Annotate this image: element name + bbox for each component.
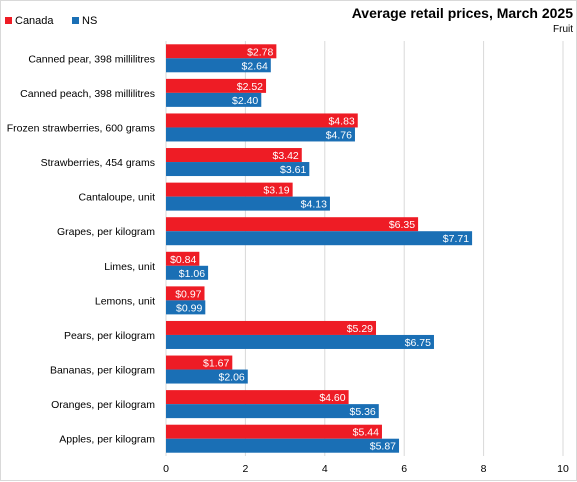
bar-canada — [166, 251, 200, 266]
bar-canada — [166, 424, 382, 439]
category-label: Limes, unit — [104, 261, 155, 273]
bar-ns — [166, 196, 330, 211]
category-label: Grapes, per kilogram — [57, 226, 155, 238]
data-label-canada: $4.60 — [319, 392, 345, 404]
bar-ns — [166, 265, 209, 280]
bar-canada — [166, 78, 267, 93]
bar-canada — [166, 390, 349, 405]
bar-canada — [166, 217, 419, 232]
category-label: Canned peach, 398 millilitres — [20, 88, 155, 100]
data-label-canada: $3.42 — [272, 150, 298, 162]
bar-ns — [166, 404, 379, 419]
bar-ns — [166, 162, 310, 177]
data-label-canada: $3.19 — [263, 185, 289, 197]
data-label-ns: $0.99 — [176, 302, 202, 314]
bar-canada — [166, 286, 205, 301]
legend-swatch-canada — [5, 17, 12, 24]
x-axis-ticks: 0 2 4 6 8 10 — [163, 463, 569, 475]
data-label-canada: $2.78 — [247, 46, 273, 58]
data-label-canada: $2.52 — [237, 81, 263, 93]
data-label-ns: $2.40 — [232, 95, 258, 107]
data-label-canada: $1.67 — [203, 358, 229, 370]
x-tick-label: 10 — [557, 463, 569, 475]
legend-label-canada: Canada — [15, 15, 54, 27]
bar-ns — [166, 127, 355, 142]
category-label: Cantaloupe, unit — [79, 192, 156, 204]
data-label-canada: $4.83 — [328, 115, 354, 127]
bar-canada — [166, 148, 302, 163]
data-label-ns: $4.13 — [301, 199, 327, 211]
bar-ns — [166, 58, 271, 73]
data-label-canada: $6.35 — [389, 219, 415, 231]
bar-canada — [166, 44, 277, 59]
category-labels: Canned pear, 398 millilitres Canned peach… — [7, 53, 155, 445]
bar-ns — [166, 369, 248, 384]
bar-canada — [166, 355, 233, 370]
bars: $2.78 $2.64 $2.52 $2.40 $4.83 $4.76 $3.42 $3.61… — [166, 44, 473, 453]
chart-title: Average retail prices, March 2025 — [352, 5, 573, 21]
bar-ns — [166, 231, 473, 246]
category-label: Canned pear, 398 millilitres — [28, 53, 155, 65]
category-label: Oranges, per kilogram — [51, 399, 155, 411]
category-label: Apples, per kilogram — [59, 434, 155, 446]
chart-subtitle: Fruit — [553, 24, 573, 35]
data-label-ns: $5.87 — [370, 441, 396, 453]
bar-ns — [166, 300, 206, 315]
bar-ns — [166, 92, 262, 107]
data-label-ns: $7.71 — [443, 233, 469, 245]
data-label-canada: $5.29 — [347, 323, 373, 335]
x-tick-label: 0 — [163, 463, 169, 475]
category-label: Frozen strawberries, 600 grams — [7, 122, 155, 134]
data-label-ns: $2.64 — [242, 60, 268, 72]
data-label-ns: $3.61 — [280, 164, 306, 176]
x-tick-label: 6 — [401, 463, 407, 475]
bar-canada — [166, 182, 293, 197]
legend-label-ns: NS — [82, 15, 97, 27]
category-label: Pears, per kilogram — [64, 330, 155, 342]
bar-ns — [166, 334, 434, 349]
x-tick-label: 2 — [242, 463, 248, 475]
category-label: Strawberries, 454 grams — [41, 157, 155, 169]
x-tick-label: 8 — [481, 463, 487, 475]
category-label: Lemons, unit — [95, 295, 155, 307]
legend-swatch-ns — [72, 17, 79, 24]
data-label-canada: $0.84 — [170, 254, 196, 266]
category-label: Bananas, per kilogram — [50, 365, 155, 377]
data-label-canada: $5.44 — [353, 427, 379, 439]
x-tick-label: 4 — [322, 463, 328, 475]
data-label-canada: $0.97 — [175, 288, 201, 300]
data-label-ns: $1.06 — [179, 268, 205, 280]
data-label-ns: $2.06 — [219, 372, 245, 384]
data-label-ns: $5.36 — [350, 406, 376, 418]
data-label-ns: $4.76 — [326, 129, 352, 141]
legend: Canada NS — [5, 15, 97, 27]
bar-ns — [166, 438, 400, 453]
data-label-ns: $6.75 — [405, 337, 431, 349]
gridlines — [165, 41, 564, 456]
bar-canada — [166, 113, 358, 128]
bar-canada — [166, 320, 377, 335]
